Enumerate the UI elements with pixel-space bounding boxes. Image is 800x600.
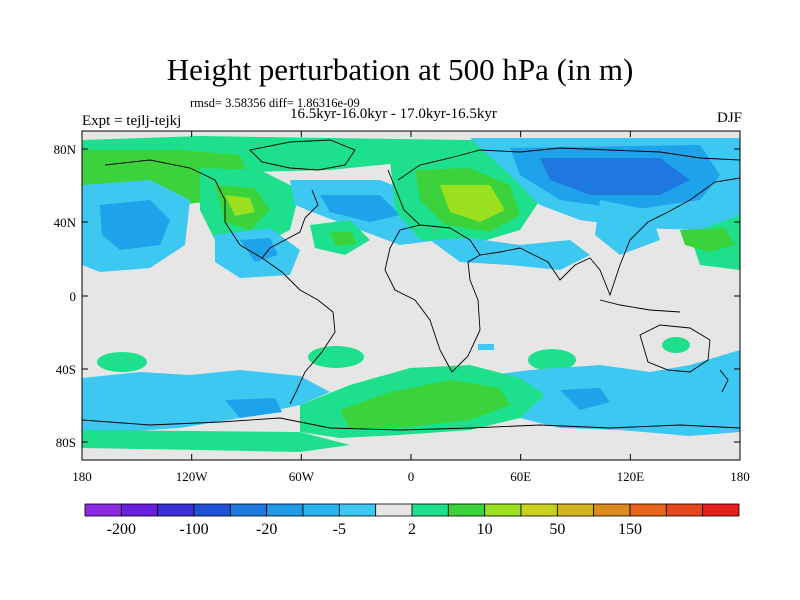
contour-region	[340, 380, 510, 428]
colorbar-label: 2	[408, 521, 416, 538]
lat-tick-label: 40S	[56, 362, 76, 377]
contour-region	[595, 200, 660, 255]
contour-region	[320, 195, 400, 222]
colorbar-swatch	[665, 503, 704, 517]
plot-title: Height perturbation at 500 hPa (in m)	[166, 52, 634, 87]
colorbar-swatch	[593, 503, 631, 517]
contour-region	[97, 352, 147, 372]
contour-region	[440, 185, 505, 222]
contour-field	[82, 131, 740, 460]
contour-region	[560, 388, 610, 410]
contour-region	[82, 370, 330, 432]
lon-tick-label: 60E	[510, 469, 531, 484]
contour-region	[662, 337, 690, 353]
colorbar-swatch	[157, 503, 195, 517]
colorbar-swatch	[629, 503, 667, 517]
period-label: 16.5kyr-16.0kyr - 17.0kyr-16.5kyr	[290, 106, 497, 122]
colorbar-swatch	[447, 503, 486, 517]
lat-tick-label: 80N	[54, 142, 77, 157]
contour-region	[82, 430, 350, 452]
contour-region	[240, 238, 278, 262]
colorbar-swatch	[229, 503, 268, 517]
colorbar-swatch	[338, 503, 377, 517]
lat-tick-label: 80S	[56, 435, 76, 450]
colorbar-swatch	[484, 503, 522, 517]
contour-region	[478, 344, 494, 350]
colorbar-label: 50	[549, 521, 565, 538]
contour-region	[330, 232, 356, 246]
contour-region	[540, 158, 690, 195]
colorbar-label: -20	[256, 521, 277, 538]
colorbar: -200 -100 -20 -5 2 10 50 150	[84, 503, 740, 538]
longitude-axis: 180 120W 60W 0 60E 120E 180	[72, 131, 750, 484]
lon-tick-label: 60W	[289, 469, 315, 484]
lat-tick-label: 40N	[54, 215, 77, 230]
contour-region	[430, 238, 590, 270]
colorbar-label: 10	[477, 521, 493, 538]
contour-region	[100, 200, 170, 250]
colorbar-swatch	[520, 503, 558, 517]
colorbar-swatch	[84, 503, 122, 517]
colorbar-label: -100	[179, 521, 208, 538]
colorbar-swatch	[375, 503, 413, 517]
stats-label: rmsd= 3.58356 diff= 1.86316e-09	[190, 96, 360, 110]
latitude-axis: 80N 40N 0 40S 80S	[54, 142, 740, 450]
lat-tick-label: 0	[70, 289, 77, 304]
colorbar-swatch	[411, 503, 449, 517]
colorbar-label: -5	[333, 521, 346, 538]
colorbar-label: 150	[618, 521, 642, 538]
colorbar-swatch	[266, 503, 304, 517]
colorbar-swatch	[556, 503, 595, 517]
contour-region	[225, 398, 282, 418]
experiment-label: Expt = tejlj-tejkj	[82, 113, 182, 129]
contour-region	[308, 346, 364, 368]
colorbar-swatch	[702, 503, 740, 517]
lon-tick-label: 180	[72, 469, 92, 484]
season-label: DJF	[716, 110, 742, 126]
lon-tick-label: 180	[730, 469, 750, 484]
contour-region	[225, 195, 255, 216]
lon-tick-label: 120E	[617, 469, 645, 484]
colorbar-label: -200	[107, 521, 136, 538]
coastlines	[82, 139, 740, 431]
lon-tick-label: 120W	[176, 469, 209, 484]
colorbar-swatch	[193, 503, 231, 517]
colorbar-swatch	[120, 503, 159, 517]
contour-region	[680, 228, 735, 252]
contour-region	[470, 350, 740, 436]
lon-tick-label: 0	[408, 469, 415, 484]
colorbar-swatch	[302, 503, 340, 517]
contour-region	[528, 349, 576, 371]
